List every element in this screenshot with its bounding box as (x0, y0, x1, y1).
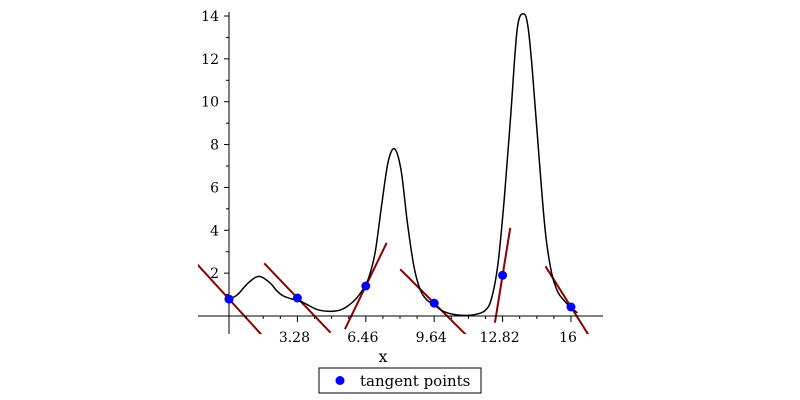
tangent-point (292, 293, 302, 303)
y-tick-label: 4 (210, 223, 219, 239)
x-ticks: 3.28 6.46 9.64 12.82 16 (228, 316, 577, 346)
x-tick-label: 9.64 (416, 330, 447, 346)
y-tick-label: 10 (201, 95, 219, 111)
tangent-point (498, 270, 508, 280)
x-axis-title: x (378, 347, 387, 366)
tangent-point (224, 294, 234, 304)
tangent-lines (198, 227, 590, 334)
legend-label: tangent points (360, 372, 470, 390)
tangent-point (361, 281, 371, 291)
function-curve (228, 13, 578, 317)
y-tick-label: 2 (210, 266, 219, 282)
y-tick-label: 6 (210, 180, 219, 196)
legend: tangent points (318, 367, 482, 394)
legend-box (318, 367, 482, 394)
tangent-points (224, 270, 576, 312)
tangent-point (429, 298, 439, 308)
curve-layer (228, 13, 578, 317)
tangent-point (566, 302, 576, 312)
axes: 2 4 6 8 10 12 14 3.28 6.46 9.64 12.82 16 (198, 9, 603, 346)
x-tick-label: 16 (559, 330, 577, 346)
y-tick-label: 14 (201, 9, 219, 25)
y-tick-label: 12 (201, 52, 219, 68)
legend-marker (335, 376, 345, 385)
x-tick-label: 6.46 (347, 330, 378, 346)
y-tick-label: 8 (210, 138, 219, 154)
x-tick-label: 3.28 (279, 330, 310, 346)
y-ticks: 2 4 6 8 10 12 14 (201, 9, 229, 296)
x-tick-label: 12.82 (480, 330, 520, 346)
